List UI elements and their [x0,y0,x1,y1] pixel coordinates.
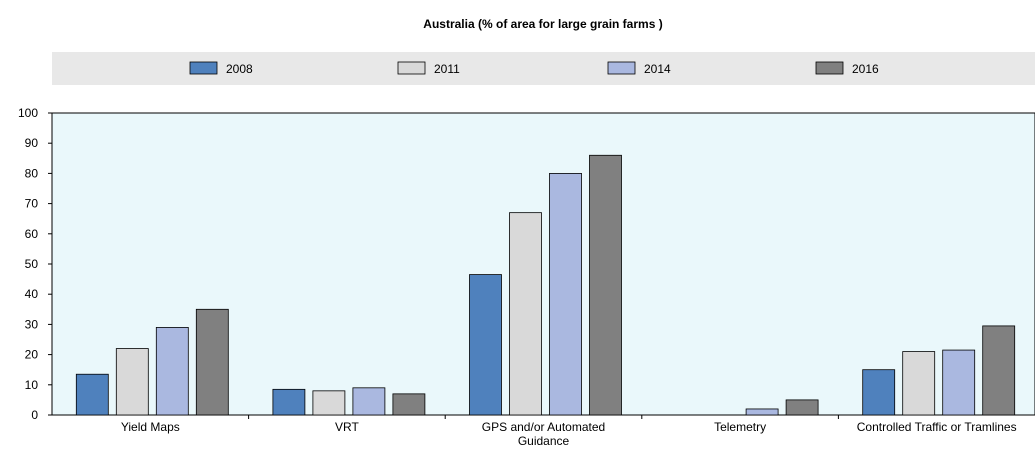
y-tick-label: 10 [25,378,39,392]
legend-label-2008: 2008 [226,62,253,76]
legend-label-2016: 2016 [852,62,879,76]
y-axis: 0 10 20 30 40 50 60 70 80 90 100 [18,106,52,422]
y-tick-label: 40 [25,287,39,301]
bars [75,154,1016,416]
bar-2016-3 [785,399,819,416]
y-tick-label: 100 [18,106,38,120]
chart-title: Australia (% of area for large grain far… [423,17,662,31]
bar-2008-4 [862,369,896,416]
bar-2008-1 [272,388,306,416]
bar-2014-3 [745,408,779,416]
bar-2016-2 [589,154,622,416]
x-tick-label: Telemetry [714,420,766,434]
x-tick-label: VRT [335,420,359,434]
y-tick-label: 60 [25,227,39,241]
bar-2016-0 [195,308,229,416]
bar-2008-2 [469,274,502,416]
y-tick-label: 90 [25,136,39,150]
y-tick-label: 50 [25,257,39,271]
bar-2014-4 [942,349,976,416]
legend-label-2014: 2014 [644,62,671,76]
bar-2014-0 [155,327,189,416]
y-tick-label: 0 [31,408,38,422]
y-tick-label: 20 [25,348,39,362]
bar-2011-4 [902,351,936,416]
bar-2008-0 [75,373,109,416]
legend-swatch-2014 [607,61,636,75]
x-tick-label: GPS and/or Automated Guidance [482,420,605,448]
bar-2016-1 [392,393,426,416]
legend-swatch-2016 [815,61,844,75]
legend-swatch-2008 [189,61,218,75]
y-tick-label: 70 [25,197,39,211]
y-tick-label: 30 [25,317,39,331]
bar-2011-0 [115,348,149,416]
bar-2014-1 [352,387,386,416]
bar-2011-2 [509,212,542,416]
x-tick-label: Controlled Traffic or Tramlines [857,420,1017,434]
x-axis: Yield Maps VRT GPS and/or Automated Guidanc… [121,415,1017,448]
bar-2014-2 [549,172,582,416]
legend: 2008 2011 2014 2016 [189,61,879,76]
legend-swatch-2011 [397,61,426,75]
x-tick-label: Yield Maps [121,420,180,434]
legend-label-2011: 2011 [434,62,460,76]
bar-2011-1 [312,390,346,416]
bar-2016-4 [982,325,1016,416]
y-tick-label: 80 [25,166,39,180]
